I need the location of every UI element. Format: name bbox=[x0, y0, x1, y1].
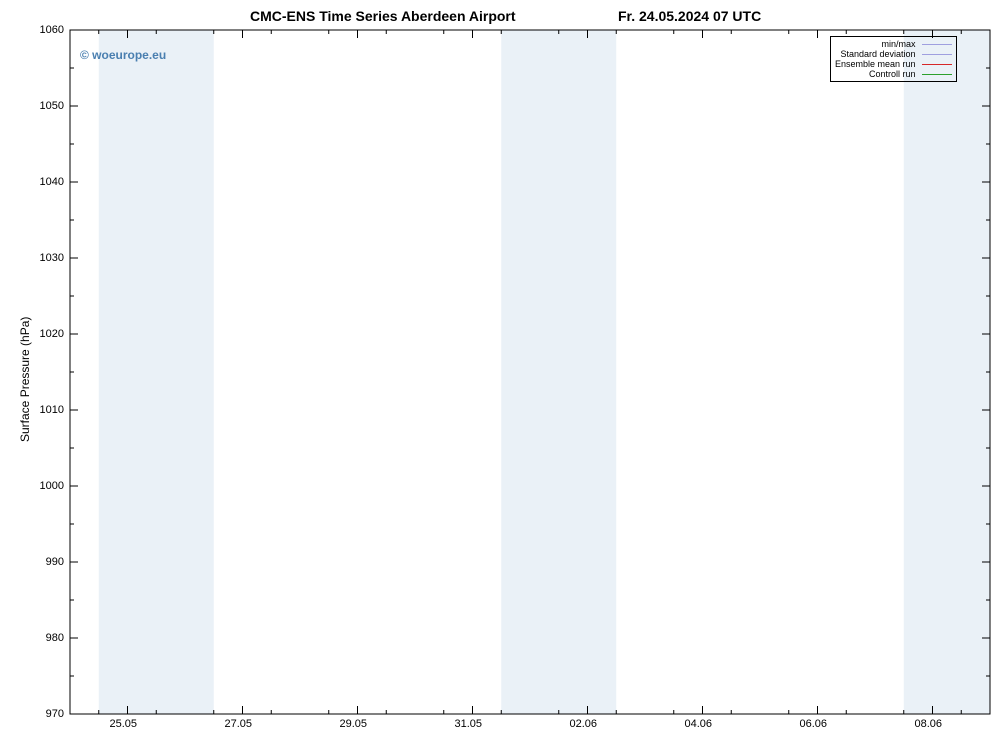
x-tick-label: 29.05 bbox=[340, 718, 368, 730]
y-tick-label: 980 bbox=[46, 632, 64, 644]
y-axis-label: Surface Pressure (hPa) bbox=[18, 317, 32, 442]
legend-swatch bbox=[922, 44, 952, 45]
x-tick-label: 25.05 bbox=[110, 718, 138, 730]
watermark: © woeurope.eu bbox=[80, 48, 166, 62]
legend: min/maxStandard deviationEnsemble mean r… bbox=[830, 36, 957, 82]
x-tick-label: 04.06 bbox=[685, 718, 713, 730]
y-tick-label: 1050 bbox=[40, 100, 64, 112]
legend-item: Controll run bbox=[835, 69, 952, 79]
legend-item: Ensemble mean run bbox=[835, 59, 952, 69]
y-tick-label: 1040 bbox=[40, 176, 64, 188]
legend-item: Standard deviation bbox=[835, 49, 952, 59]
y-tick-label: 970 bbox=[46, 708, 64, 720]
legend-label: Controll run bbox=[869, 69, 916, 79]
legend-swatch bbox=[922, 54, 952, 55]
chart-title-right: Fr. 24.05.2024 07 UTC bbox=[618, 8, 761, 24]
chart-title-left: CMC-ENS Time Series Aberdeen Airport bbox=[250, 8, 516, 24]
chart-container: { "chart": { "type": "line", "title_left… bbox=[0, 0, 1000, 733]
legend-swatch bbox=[922, 74, 952, 75]
legend-label: Standard deviation bbox=[840, 49, 915, 59]
y-tick-label: 1030 bbox=[40, 252, 64, 264]
legend-item: min/max bbox=[835, 39, 952, 49]
legend-swatch bbox=[922, 64, 952, 65]
x-tick-label: 06.06 bbox=[800, 718, 828, 730]
legend-label: min/max bbox=[882, 39, 916, 49]
x-tick-label: 08.06 bbox=[915, 718, 943, 730]
legend-label: Ensemble mean run bbox=[835, 59, 916, 69]
x-tick-label: 27.05 bbox=[225, 718, 253, 730]
y-tick-label: 1020 bbox=[40, 328, 64, 340]
y-tick-label: 1000 bbox=[40, 480, 64, 492]
chart-svg bbox=[0, 0, 1000, 733]
x-tick-label: 02.06 bbox=[570, 718, 598, 730]
y-tick-label: 1010 bbox=[40, 404, 64, 416]
x-tick-label: 31.05 bbox=[455, 718, 483, 730]
y-tick-label: 1060 bbox=[40, 24, 64, 36]
y-tick-label: 990 bbox=[46, 556, 64, 568]
